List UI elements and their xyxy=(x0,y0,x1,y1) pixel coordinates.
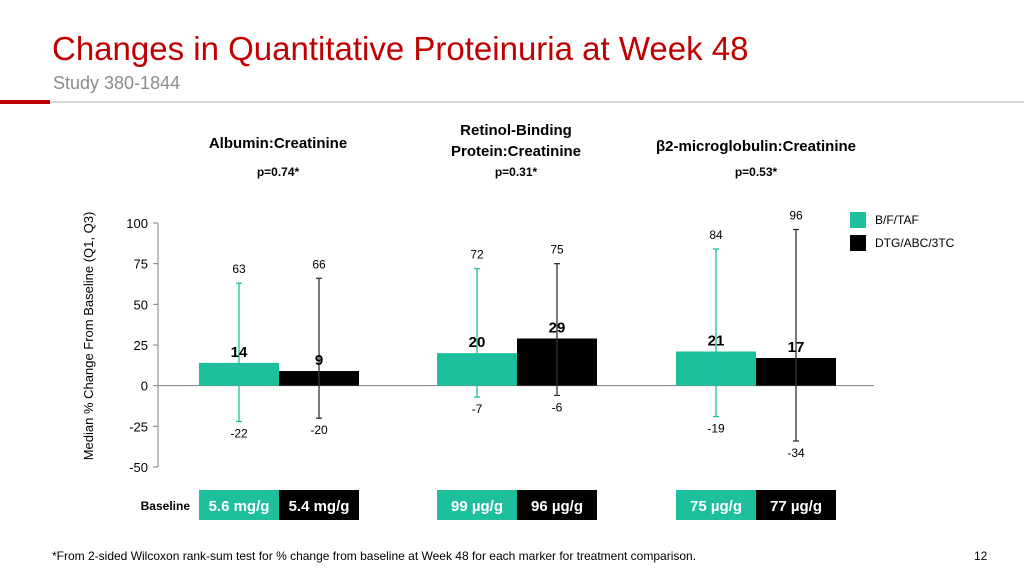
median-label: 20 xyxy=(469,334,486,351)
y-tick-label: -50 xyxy=(129,460,148,475)
q3-label: 63 xyxy=(232,262,246,276)
y-tick-label: 0 xyxy=(141,379,148,394)
legend-swatch xyxy=(850,235,866,251)
baseline-value: 5.4 mg/g xyxy=(289,498,350,515)
q1-label: -6 xyxy=(552,400,563,414)
y-tick-label: 50 xyxy=(134,297,148,312)
baseline-box xyxy=(676,490,756,520)
group-title: Protein:Creatinine xyxy=(451,143,581,160)
baseline-row-label: Baseline xyxy=(141,499,191,513)
page-title: Changes in Quantitative Proteinuria at W… xyxy=(52,30,749,67)
legend-label: DTG/ABC/3TC xyxy=(875,236,955,250)
q1-label: -22 xyxy=(230,426,248,440)
median-label: 29 xyxy=(549,319,566,336)
footnote: *From 2-sided Wilcoxon rank-sum test for… xyxy=(52,549,697,563)
page-subtitle: Study 380-1844 xyxy=(53,73,181,93)
baseline-box xyxy=(199,490,279,520)
q3-label: 72 xyxy=(470,248,484,262)
group-title: β2-microglobulin:Creatinine xyxy=(656,138,856,155)
baseline-value: 99 µg/g xyxy=(451,498,503,515)
group-pvalue: p=0.74* xyxy=(257,165,300,179)
y-axis-title: Median % Change From Baseline (Q1, Q3) xyxy=(81,212,96,461)
q1-label: -7 xyxy=(472,402,483,416)
baseline-box xyxy=(517,490,597,520)
baseline-box xyxy=(279,490,359,520)
legend-label: B/F/TAF xyxy=(875,213,919,227)
median-label: 21 xyxy=(708,333,725,350)
median-label: 17 xyxy=(788,339,805,356)
y-tick-label: 100 xyxy=(126,216,148,231)
baseline-value: 96 µg/g xyxy=(531,498,583,515)
group-pvalue: p=0.31* xyxy=(495,165,538,179)
q3-label: 75 xyxy=(550,243,564,257)
median-label: 14 xyxy=(231,344,248,361)
baseline-value: 5.6 mg/g xyxy=(209,498,270,515)
baseline-value: 77 µg/g xyxy=(770,498,822,515)
title-accent-rule xyxy=(0,100,50,104)
baseline-box xyxy=(756,490,836,520)
q3-label: 66 xyxy=(312,257,326,271)
q3-label: 96 xyxy=(789,209,803,223)
q3-label: 84 xyxy=(709,228,723,242)
group-title: Albumin:Creatinine xyxy=(209,135,347,152)
q1-label: -20 xyxy=(310,423,328,437)
baseline-value: 75 µg/g xyxy=(690,498,742,515)
median-label: 9 xyxy=(315,352,323,369)
q1-label: -34 xyxy=(787,446,805,460)
baseline-box xyxy=(437,490,517,520)
title-divider-rule xyxy=(50,101,1024,103)
group-title: Retinol-Binding xyxy=(460,122,572,139)
q1-label: -19 xyxy=(707,422,725,436)
page-number: 12 xyxy=(974,549,988,563)
group-pvalue: p=0.53* xyxy=(735,165,778,179)
legend-swatch xyxy=(850,212,866,228)
y-tick-label: 25 xyxy=(134,338,148,353)
y-tick-label: 75 xyxy=(134,257,148,272)
y-tick-label: -25 xyxy=(129,419,148,434)
